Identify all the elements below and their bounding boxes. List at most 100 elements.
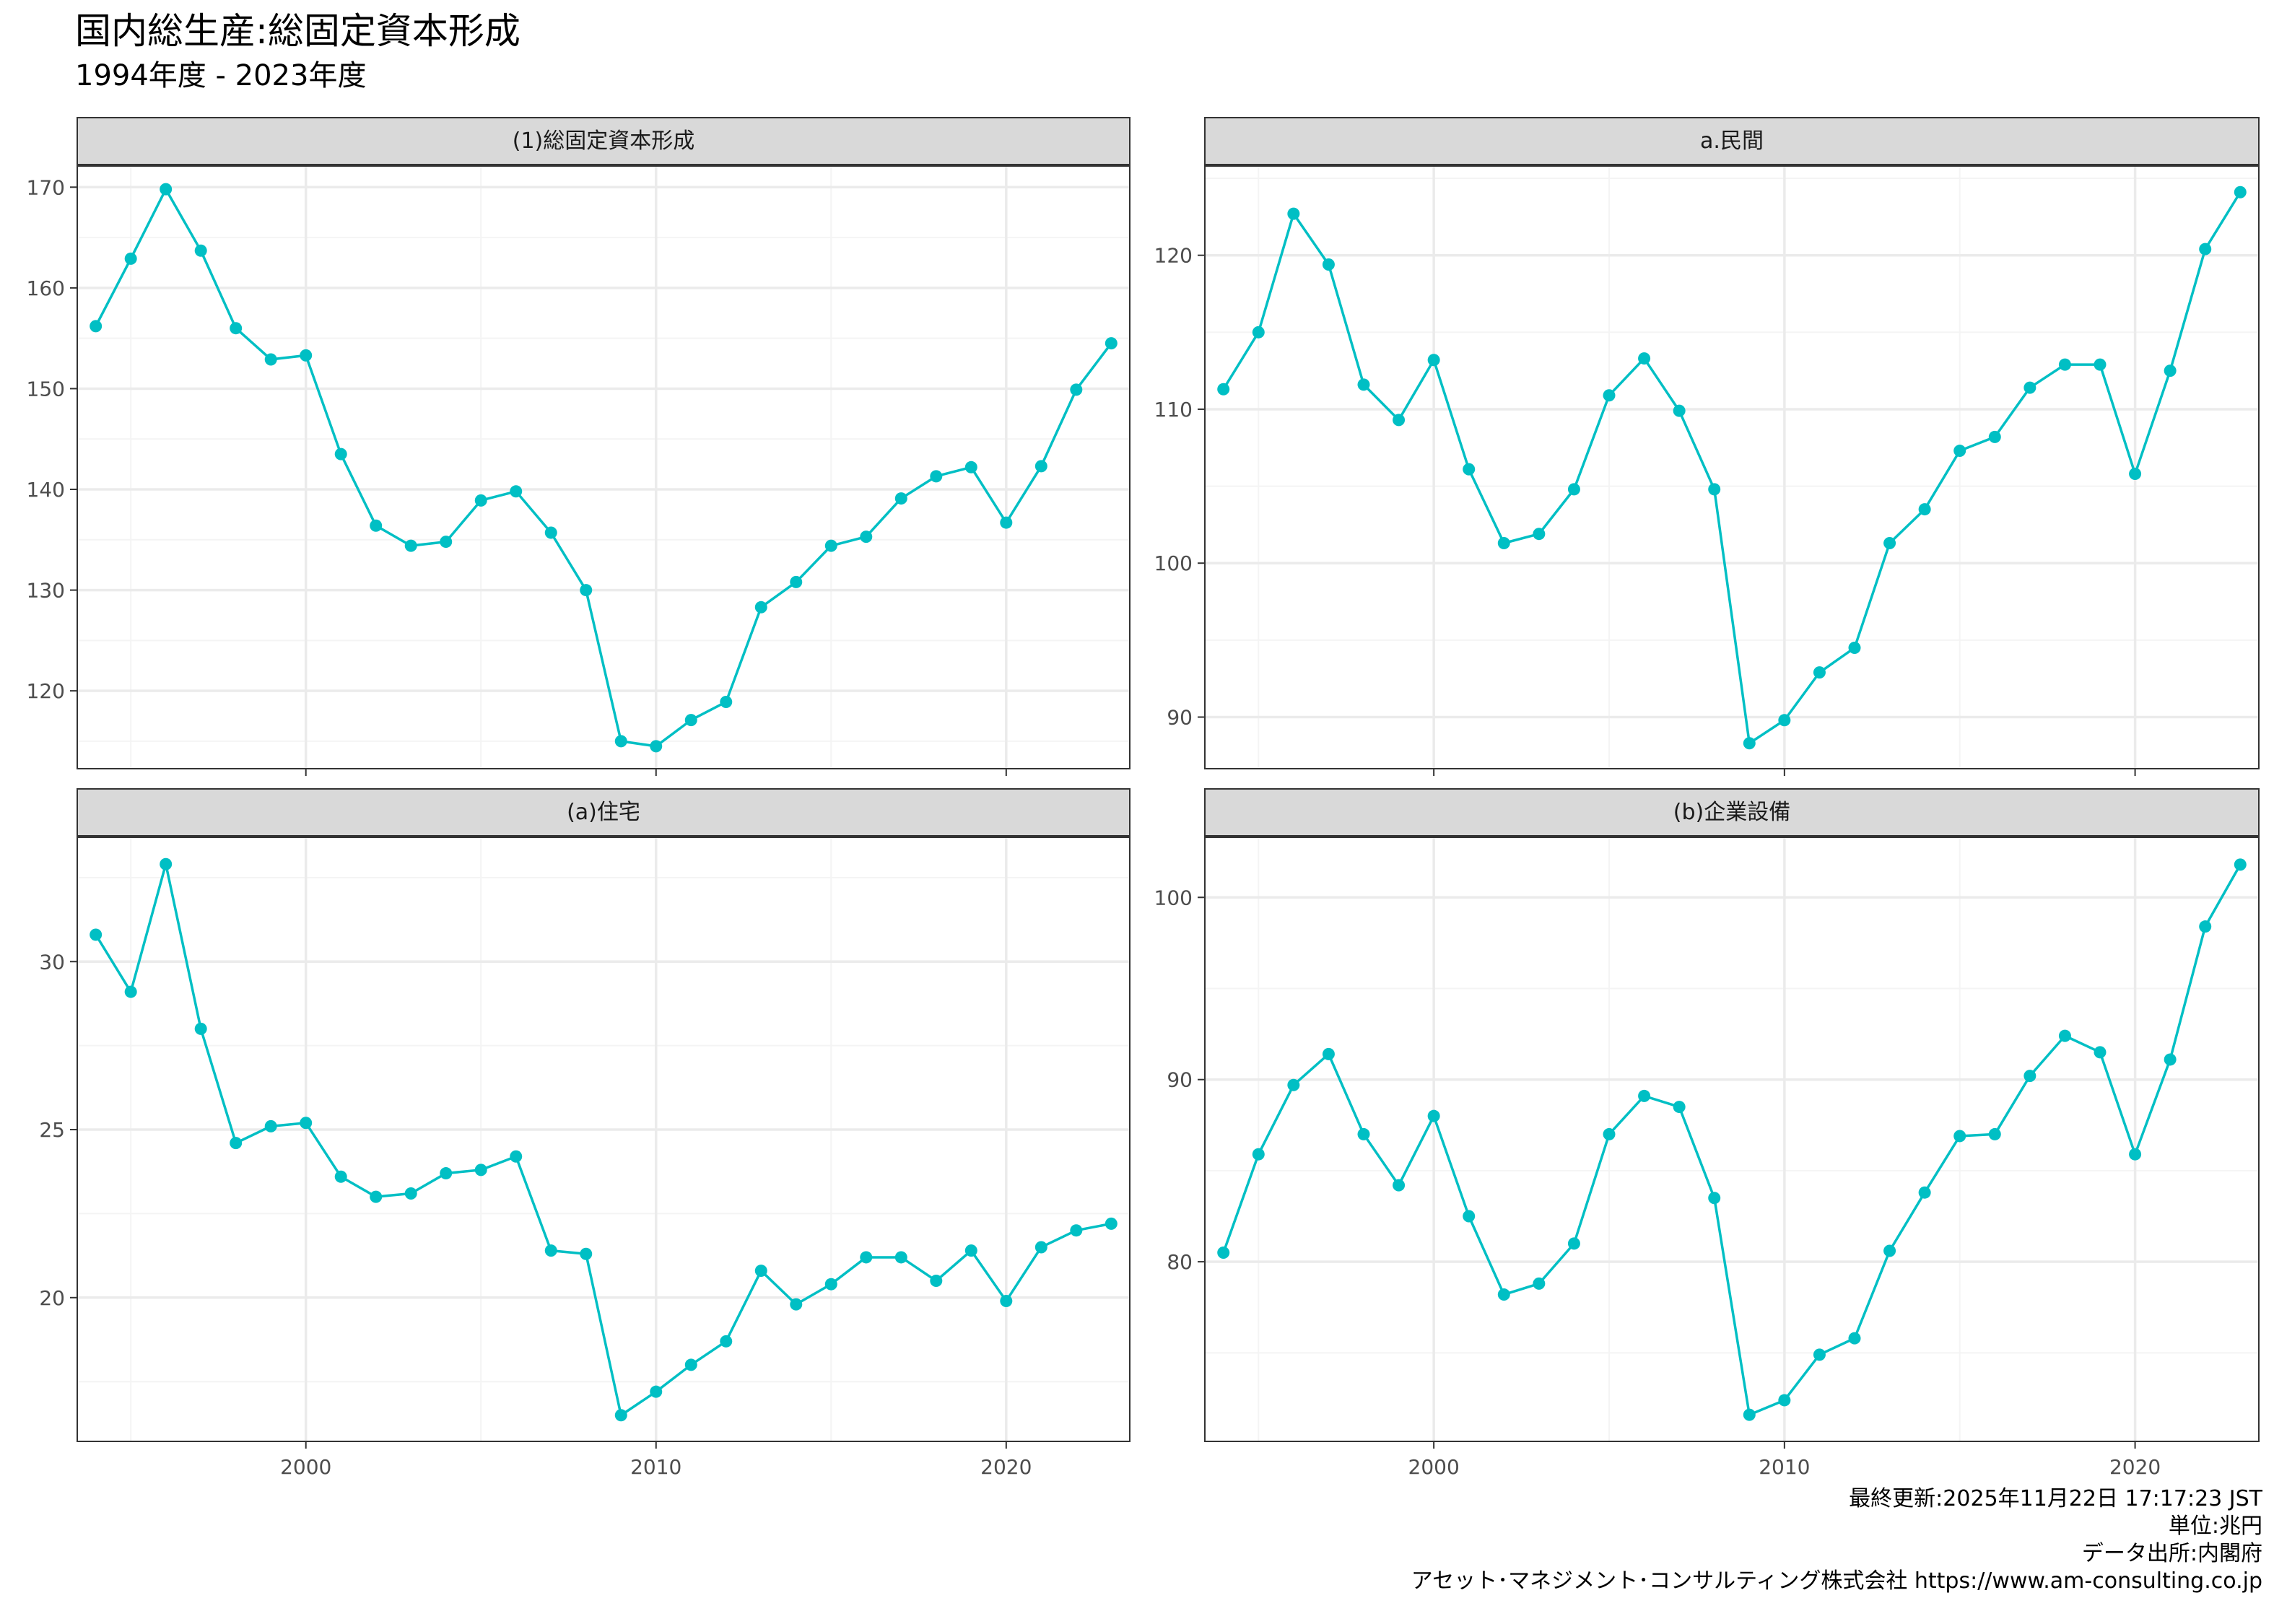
chart-subtitle: 1994年度 - 2023年度 bbox=[75, 59, 367, 92]
caption-publisher: アセット･マネジメント･コンサルティング株式会社 https://www.am-… bbox=[1411, 1568, 2262, 1594]
facet-plot-area: 80 90 100 2000 2010 2020 bbox=[1154, 837, 2260, 1479]
data-point bbox=[440, 1167, 453, 1180]
y-tick-label: 90 bbox=[1167, 705, 1193, 729]
data-point bbox=[650, 740, 663, 753]
data-point bbox=[124, 985, 137, 998]
facet-panel-housing: (a)住宅 20 25 30 2000 2010 2020 bbox=[39, 788, 1131, 1479]
facet-plot-area: 90 100 110 120 bbox=[1154, 165, 2260, 776]
series-line bbox=[95, 188, 1112, 748]
data-point bbox=[930, 1275, 943, 1288]
data-point bbox=[1567, 1237, 1580, 1250]
line-chart: 120 130 140 150 160 170 bbox=[27, 165, 1131, 776]
chart-title: 国内総生産:総固定資本形成 bbox=[75, 10, 520, 52]
x-tick-label: 2000 bbox=[1408, 1455, 1460, 1479]
y-tick-label: 30 bbox=[39, 950, 65, 974]
data-point bbox=[1105, 1217, 1118, 1230]
data-point bbox=[1034, 1241, 1047, 1254]
data-point bbox=[1953, 445, 1966, 458]
facet-plot-area: 20 25 30 2000 2010 2020 bbox=[39, 837, 1131, 1479]
data-point bbox=[370, 1190, 383, 1203]
data-point bbox=[544, 526, 557, 539]
facet-panel-total: (1)総固定資本形成 120 130 140 150 160 170 bbox=[27, 117, 1131, 776]
data-point bbox=[90, 928, 103, 941]
x-tick-label: 2010 bbox=[630, 1455, 681, 1479]
data-point bbox=[1427, 1109, 1440, 1122]
data-point bbox=[334, 448, 347, 460]
data-point bbox=[1883, 537, 1896, 549]
y-tick-label: 160 bbox=[27, 276, 65, 300]
data-point bbox=[1848, 642, 1861, 655]
y-tick-label: 140 bbox=[27, 478, 65, 502]
data-point bbox=[1497, 1288, 1510, 1301]
data-point bbox=[1463, 1210, 1476, 1223]
data-point bbox=[474, 494, 487, 507]
data-point bbox=[1000, 1294, 1013, 1307]
data-point bbox=[1105, 337, 1118, 350]
data-point bbox=[1743, 737, 1756, 750]
data-point bbox=[90, 320, 103, 333]
data-point bbox=[1393, 1179, 1406, 1192]
data-point bbox=[1813, 1348, 1826, 1361]
data-point bbox=[1603, 1127, 1616, 1140]
data-point bbox=[1533, 1277, 1546, 1290]
panel-border bbox=[77, 165, 1131, 769]
data-point bbox=[930, 470, 943, 483]
panel-border bbox=[1204, 165, 2260, 769]
data-point bbox=[300, 1117, 313, 1130]
data-point bbox=[264, 353, 277, 366]
data-point bbox=[1673, 1101, 1686, 1114]
data-point bbox=[2058, 358, 2071, 371]
data-point bbox=[720, 695, 733, 708]
x-tick-label: 2020 bbox=[980, 1455, 1032, 1479]
data-point bbox=[1918, 1186, 1931, 1199]
data-point bbox=[1638, 352, 1651, 365]
data-point bbox=[1322, 258, 1335, 271]
data-point bbox=[1778, 714, 1791, 727]
data-point bbox=[720, 1335, 733, 1348]
data-point bbox=[1322, 1047, 1335, 1060]
data-point bbox=[1497, 537, 1510, 549]
y-tick-label: 100 bbox=[1154, 886, 1193, 909]
y-tick-label: 150 bbox=[27, 377, 65, 401]
data-point bbox=[334, 1170, 347, 1183]
y-tick-label: 20 bbox=[39, 1286, 65, 1310]
facet-strip-label: (b)企業設備 bbox=[1204, 788, 2260, 837]
data-point bbox=[2129, 1148, 2142, 1161]
data-point bbox=[2164, 364, 2177, 377]
data-point bbox=[1000, 516, 1013, 529]
data-point bbox=[2094, 1046, 2107, 1059]
y-tick-label: 130 bbox=[27, 579, 65, 603]
data-point bbox=[2164, 1053, 2177, 1066]
data-point bbox=[790, 1298, 803, 1311]
facet-panel-private: a.民間 90 100 110 120 bbox=[1154, 117, 2260, 776]
data-point bbox=[1034, 460, 1047, 473]
data-point bbox=[824, 1278, 837, 1291]
data-point bbox=[894, 1251, 907, 1264]
facet-strip-label: (1)総固定資本形成 bbox=[77, 117, 1131, 166]
data-point bbox=[580, 1247, 593, 1260]
x-tick-label: 2000 bbox=[280, 1455, 331, 1479]
data-point bbox=[404, 539, 417, 552]
data-point bbox=[860, 1251, 873, 1264]
y-tick-label: 90 bbox=[1167, 1068, 1193, 1092]
data-point bbox=[1883, 1244, 1896, 1257]
panel-border bbox=[1204, 837, 2260, 1442]
data-point bbox=[1252, 326, 1265, 339]
data-point bbox=[124, 252, 137, 265]
x-tick-label: 2020 bbox=[2109, 1455, 2161, 1479]
data-point bbox=[1708, 1192, 1721, 1205]
data-point bbox=[790, 575, 803, 588]
data-point bbox=[1463, 463, 1476, 476]
data-point bbox=[160, 183, 173, 196]
data-point bbox=[1988, 1127, 2001, 1140]
caption-unit: 単位:兆円 bbox=[2168, 1514, 2262, 1539]
data-point bbox=[2234, 858, 2247, 871]
data-point bbox=[1070, 383, 1083, 396]
data-point bbox=[510, 485, 523, 498]
data-point bbox=[510, 1150, 523, 1163]
facet-strip-label: a.民間 bbox=[1204, 117, 2260, 166]
data-point bbox=[580, 584, 593, 597]
caption-source: データ出所:内閣府 bbox=[2081, 1541, 2262, 1566]
data-point bbox=[2129, 468, 2142, 481]
data-point bbox=[2094, 358, 2107, 371]
